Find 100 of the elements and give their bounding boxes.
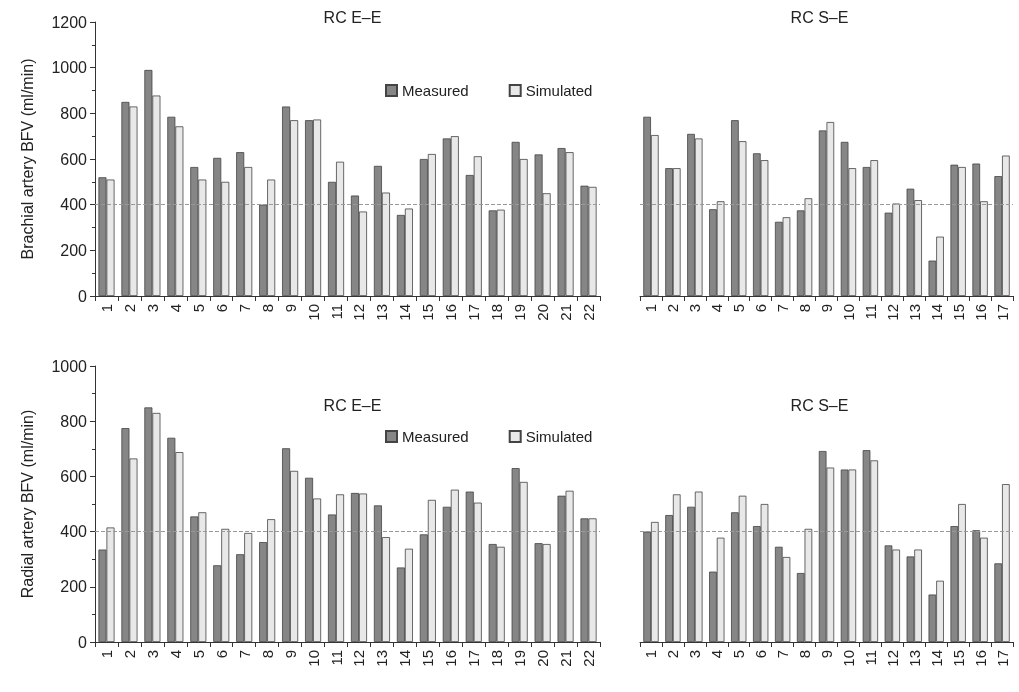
x-tick-label: 7 bbox=[774, 304, 792, 313]
y-tick-label: 1200 bbox=[51, 13, 88, 31]
x-tick-label: 12 bbox=[883, 304, 901, 321]
x-tick-label: 13 bbox=[905, 650, 923, 667]
text: RC S–E bbox=[790, 396, 849, 414]
x-tick-label: 7 bbox=[235, 650, 253, 659]
x-tick-label: 17 bbox=[993, 304, 1011, 321]
x-tick-label: 16 bbox=[971, 304, 989, 321]
x-tick-label: 15 bbox=[419, 304, 437, 321]
x-tick-label: 4 bbox=[166, 304, 184, 313]
x-tick-label: 17 bbox=[465, 304, 483, 321]
x-tick-label: 5 bbox=[730, 650, 748, 659]
x-tick-label: 18 bbox=[488, 650, 506, 667]
x-tick-label: 11 bbox=[327, 304, 345, 320]
x-tick-label: 8 bbox=[796, 304, 814, 313]
x-tick-label: 3 bbox=[686, 304, 704, 313]
x-tick-label: 15 bbox=[419, 650, 437, 667]
y-tick-label: 0 bbox=[78, 287, 88, 305]
x-tick-label: 16 bbox=[442, 304, 460, 321]
y-tick-label: 0 bbox=[78, 633, 88, 651]
x-tick-label: 15 bbox=[949, 650, 967, 667]
x-tick-label: 7 bbox=[235, 304, 253, 313]
x-tick-label: 3 bbox=[143, 304, 161, 313]
x-tick-label: 11 bbox=[861, 650, 879, 666]
x-tick-label: 9 bbox=[818, 650, 835, 659]
x-tick-label: 5 bbox=[189, 650, 207, 659]
x-tick-label: 14 bbox=[927, 304, 945, 321]
x-tick-label: 4 bbox=[166, 650, 184, 659]
x-tick-label: 15 bbox=[949, 304, 967, 321]
x-tick-label: 16 bbox=[971, 650, 989, 667]
x-tick-label: 6 bbox=[212, 650, 230, 659]
x-tick-label: 2 bbox=[664, 304, 682, 313]
x-tick-label: 13 bbox=[373, 650, 391, 667]
y-tick-label: 400 bbox=[60, 523, 88, 541]
y-tick-label: 200 bbox=[60, 578, 88, 596]
x-tick-label: 19 bbox=[511, 304, 529, 321]
chart-title: RC E–E bbox=[323, 8, 382, 26]
x-tick-label: 7 bbox=[774, 650, 792, 659]
x-tick-label: 17 bbox=[993, 650, 1011, 667]
x-tick-label: 10 bbox=[839, 650, 857, 667]
chart-title: RC S–E bbox=[790, 8, 849, 26]
text: RC E–E bbox=[323, 396, 382, 414]
y-tick-label: 600 bbox=[60, 467, 88, 485]
x-tick-label: 5 bbox=[189, 304, 207, 313]
x-tick-label: 14 bbox=[396, 650, 414, 667]
x-tick-label: 20 bbox=[534, 650, 552, 667]
x-tick-label: 16 bbox=[442, 650, 460, 667]
x-tick-label: 10 bbox=[304, 650, 322, 667]
x-tick-label: 13 bbox=[905, 304, 923, 321]
x-tick-label: 2 bbox=[120, 304, 138, 313]
y-tick-label: 400 bbox=[60, 196, 88, 214]
x-tick-label: 10 bbox=[839, 304, 857, 321]
x-tick-label: 8 bbox=[258, 304, 276, 313]
y-tick-label: 600 bbox=[60, 150, 88, 168]
y-tick-label: 800 bbox=[60, 412, 88, 430]
x-tick-label: 19 bbox=[511, 650, 529, 667]
x-tick-label: 13 bbox=[373, 304, 391, 321]
x-tick-label: 1 bbox=[97, 650, 115, 659]
x-tick-label: 10 bbox=[304, 304, 322, 321]
x-tick-label: 21 bbox=[557, 304, 575, 321]
x-tick-label: 12 bbox=[350, 304, 368, 321]
y-axis-title: Brachial artery BFV (ml/min) bbox=[18, 58, 36, 260]
legend-label: Measured bbox=[402, 428, 469, 445]
x-tick-label: 4 bbox=[708, 304, 726, 313]
x-tick-label: 14 bbox=[927, 650, 945, 667]
x-tick-label: 21 bbox=[557, 650, 575, 667]
x-tick-label: 9 bbox=[818, 304, 835, 313]
x-tick-label: 12 bbox=[883, 650, 901, 667]
x-tick-label: 3 bbox=[143, 650, 161, 659]
x-tick-label: 8 bbox=[258, 650, 276, 659]
x-tick-label: 12 bbox=[350, 650, 368, 667]
x-tick-label: 9 bbox=[281, 304, 299, 313]
x-tick-label: 6 bbox=[212, 304, 230, 313]
x-tick-label: 6 bbox=[752, 304, 770, 313]
y-tick-label: 200 bbox=[60, 241, 88, 259]
x-tick-label: 14 bbox=[396, 304, 414, 321]
y-tick-label: 1000 bbox=[51, 357, 88, 375]
y-tick-label: 800 bbox=[60, 104, 88, 122]
x-tick-label: 8 bbox=[796, 650, 814, 659]
x-tick-label: 3 bbox=[686, 650, 704, 659]
y-tick-label: 1000 bbox=[51, 59, 88, 77]
x-tick-label: 17 bbox=[465, 650, 483, 667]
x-tick-label: 1 bbox=[642, 650, 660, 659]
legend-label: Simulated bbox=[525, 428, 593, 445]
legend-label: Simulated bbox=[525, 82, 593, 99]
x-tick-label: 22 bbox=[580, 304, 598, 321]
legend-label: Measured bbox=[402, 82, 469, 99]
x-tick-label: 5 bbox=[730, 304, 748, 313]
x-tick-label: 11 bbox=[861, 304, 879, 320]
x-tick-label: 2 bbox=[120, 650, 138, 659]
x-tick-label: 20 bbox=[534, 304, 552, 321]
x-tick-label: 2 bbox=[664, 650, 682, 659]
x-tick-label: 22 bbox=[580, 650, 598, 667]
x-tick-label: 11 bbox=[327, 650, 345, 666]
x-tick-label: 1 bbox=[97, 304, 115, 313]
x-tick-label: 4 bbox=[708, 650, 726, 659]
x-tick-label: 18 bbox=[488, 304, 506, 321]
x-tick-label: 9 bbox=[281, 650, 299, 659]
x-tick-label: 6 bbox=[752, 650, 770, 659]
x-tick-label: 1 bbox=[642, 304, 660, 313]
